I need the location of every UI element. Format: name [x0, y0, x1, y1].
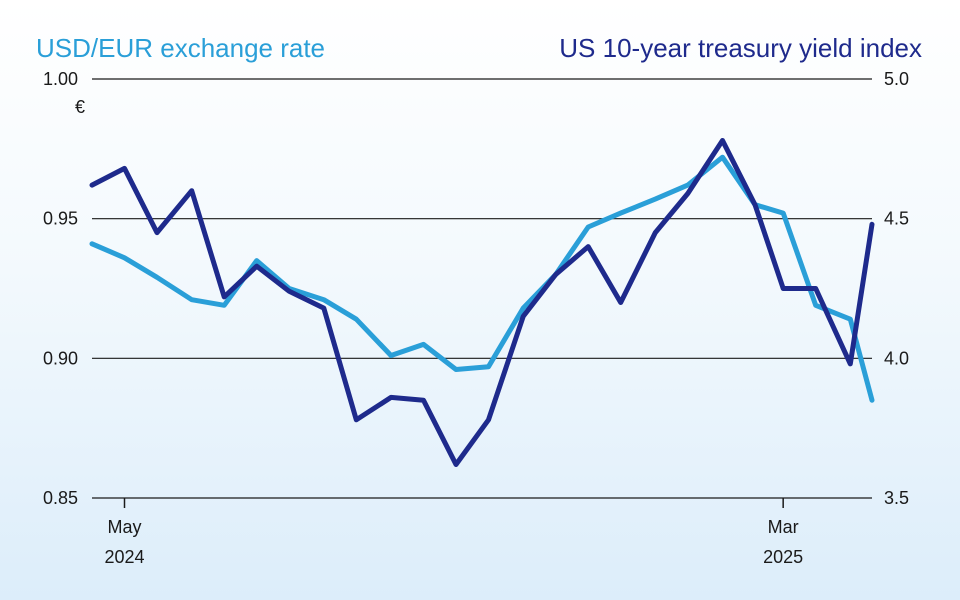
left-axis-unit: € [75, 97, 85, 117]
series-line-2 [89, 138, 875, 467]
left-tick-label: 0.90 [43, 348, 78, 368]
right-tick-label: 4.5 [884, 209, 909, 229]
right-tick-label: 4.0 [884, 348, 909, 368]
x-tick-label: May [107, 517, 141, 537]
right-tick-label: 3.5 [884, 488, 909, 508]
x-tick-year: 2025 [763, 547, 803, 567]
right-axis-title: US 10-year treasury yield index [559, 33, 922, 63]
left-tick-label: 1.00 [43, 69, 78, 89]
x-tick-label: Mar [768, 517, 799, 537]
left-axis-title: USD/EUR exchange rate [36, 33, 325, 63]
series-lines [89, 138, 875, 467]
left-axis-ticks: 1.00 0.95 0.90 0.85 [43, 69, 78, 508]
gridlines [92, 78, 872, 499]
right-axis-ticks: 5.0 4.5 4.0 3.5 [884, 69, 909, 508]
x-axis-ticks: May 2024 Mar 2025 [104, 498, 803, 567]
left-tick-label: 0.95 [43, 209, 78, 229]
x-tick-year: 2024 [104, 547, 144, 567]
right-tick-label: 5.0 [884, 69, 909, 89]
series-line-1 [89, 154, 875, 403]
left-tick-label: 0.85 [43, 488, 78, 508]
